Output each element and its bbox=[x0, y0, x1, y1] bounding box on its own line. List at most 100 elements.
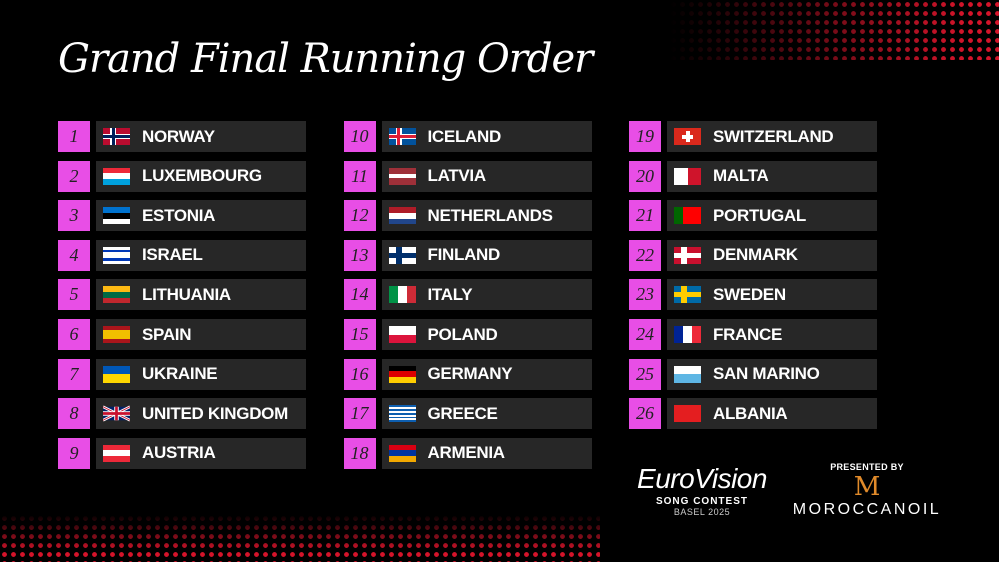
country-name: SAN MARINO bbox=[713, 364, 820, 384]
running-number: 9 bbox=[58, 437, 90, 469]
country-bar: FINLAND bbox=[381, 239, 592, 271]
country-name: ARMENIA bbox=[427, 443, 506, 463]
flag-icon bbox=[674, 326, 701, 343]
flag-icon bbox=[103, 286, 130, 304]
country-name: SWEDEN bbox=[713, 284, 786, 304]
running-order-entry: 25 SAN MARINO bbox=[629, 358, 877, 390]
flag-icon bbox=[674, 405, 701, 423]
running-order-entry: 11 LATVIA bbox=[343, 160, 592, 192]
running-order-entry: 3 ESTONIA bbox=[58, 200, 306, 232]
country-bar: POLAND bbox=[381, 319, 592, 350]
running-number: 2 bbox=[58, 160, 90, 192]
country-bar: DENMARK bbox=[667, 239, 877, 271]
running-order-entry: 26 ALBANIA bbox=[629, 398, 877, 430]
country-name: ESTONIA bbox=[142, 205, 216, 225]
country-name: ISRAEL bbox=[142, 245, 203, 265]
flag-icon bbox=[388, 286, 416, 304]
running-order-entry: 6 SPAIN bbox=[58, 319, 306, 350]
running-order-entry: 13 FINLAND bbox=[343, 239, 592, 271]
country-name: LUXEMBOURG bbox=[142, 166, 262, 186]
running-number: 13 bbox=[343, 239, 376, 271]
country-bar: GREECE bbox=[381, 398, 592, 430]
country-name: POLAND bbox=[427, 324, 498, 344]
running-number: 6 bbox=[58, 319, 90, 350]
running-order-entry: 8 UNITED KINGDOM bbox=[58, 398, 306, 430]
country-name: AUSTRIA bbox=[142, 443, 216, 463]
flag-icon bbox=[388, 246, 416, 264]
running-number: 4 bbox=[58, 239, 90, 271]
country-bar: UNITED KINGDOM bbox=[96, 398, 306, 430]
flag-icon bbox=[674, 246, 701, 264]
eurovision-logo: EuroVision SONG CONTEST BASEL 2025 bbox=[618, 462, 786, 517]
running-order-entry: 12 NETHERLANDS bbox=[343, 200, 592, 232]
running-number: 23 bbox=[629, 279, 661, 311]
song-contest-label: SONG CONTEST bbox=[655, 496, 748, 507]
moroccanoil-wordmark: MOROCCANOIL bbox=[792, 501, 942, 518]
running-number: 3 bbox=[58, 200, 90, 232]
running-order-entry: 17 GREECE bbox=[343, 398, 592, 430]
country-name: GREECE bbox=[427, 403, 498, 423]
flag-icon bbox=[388, 128, 416, 145]
running-order-entry: 2 LUXEMBOURG bbox=[58, 160, 306, 192]
country-name: PORTUGAL bbox=[713, 205, 806, 225]
running-number: 12 bbox=[343, 200, 376, 232]
country-name: FINLAND bbox=[427, 245, 501, 265]
running-number: 26 bbox=[629, 398, 661, 430]
flag-icon bbox=[103, 207, 130, 225]
running-order-entry: 24 FRANCE bbox=[629, 319, 877, 350]
flag-icon bbox=[674, 167, 701, 185]
flag-icon bbox=[674, 128, 701, 145]
running-number: 25 bbox=[629, 358, 661, 390]
basel-2025-label: BASEL 2025 bbox=[673, 507, 731, 517]
country-bar: SWEDEN bbox=[667, 279, 877, 311]
country-name: ICELAND bbox=[427, 126, 502, 146]
country-name: SPAIN bbox=[142, 324, 192, 344]
moroccanoil-logo: PRESENTED BY M MOROCCANOIL bbox=[792, 462, 942, 519]
country-bar: ICELAND bbox=[381, 121, 592, 152]
presented-by-label: PRESENTED BY bbox=[830, 462, 904, 472]
running-order-entry: 18 ARMENIA bbox=[343, 437, 592, 469]
running-number: 16 bbox=[343, 358, 376, 390]
country-bar: ALBANIA bbox=[667, 398, 877, 430]
running-order-entry: 10 ICELAND bbox=[343, 121, 592, 152]
running-order-entry: 22 DENMARK bbox=[629, 239, 877, 271]
decorative-dots-bottom bbox=[0, 514, 600, 562]
flag-icon bbox=[388, 444, 416, 462]
country-name: FRANCE bbox=[713, 324, 783, 344]
flag-icon bbox=[388, 405, 416, 423]
flag-icon bbox=[103, 365, 130, 383]
country-bar: ARMENIA bbox=[381, 437, 592, 469]
running-number: 5 bbox=[58, 279, 90, 311]
country-bar: ISRAEL bbox=[96, 239, 306, 271]
country-bar: ITALY bbox=[381, 279, 592, 311]
country-name: UKRAINE bbox=[142, 364, 218, 384]
country-bar: LUXEMBOURG bbox=[96, 160, 306, 192]
flag-icon bbox=[103, 405, 130, 422]
flag-icon bbox=[103, 167, 130, 185]
running-number: 1 bbox=[58, 121, 90, 152]
running-number: 18 bbox=[343, 437, 376, 469]
flag-icon bbox=[103, 128, 130, 145]
running-order-entry: 9 AUSTRIA bbox=[58, 437, 306, 469]
country-name: NORWAY bbox=[142, 126, 215, 146]
country-bar: AUSTRIA bbox=[96, 437, 306, 469]
running-number: 8 bbox=[58, 398, 90, 430]
flag-icon bbox=[388, 365, 416, 383]
country-bar: UKRAINE bbox=[96, 358, 306, 390]
running-number: 24 bbox=[629, 319, 661, 350]
running-order-entry: 23 SWEDEN bbox=[629, 279, 877, 311]
country-bar: SWITZERLAND bbox=[667, 121, 877, 152]
country-bar: ESTONIA bbox=[96, 200, 306, 232]
running-number: 11 bbox=[343, 160, 376, 192]
running-order-entry: 5 LITHUANIA bbox=[58, 279, 306, 311]
flag-icon bbox=[674, 207, 701, 225]
flag-icon bbox=[103, 444, 130, 462]
country-bar: PORTUGAL bbox=[667, 200, 877, 232]
country-bar: NORWAY bbox=[96, 121, 306, 152]
running-order-entry: 16 GERMANY bbox=[343, 358, 592, 390]
running-number: 22 bbox=[629, 239, 661, 271]
decorative-dots-top bbox=[669, 0, 999, 60]
country-name: MALTA bbox=[713, 166, 769, 186]
flag-icon bbox=[674, 286, 701, 304]
running-order-entry: 19 SWITZERLAND bbox=[629, 121, 877, 152]
